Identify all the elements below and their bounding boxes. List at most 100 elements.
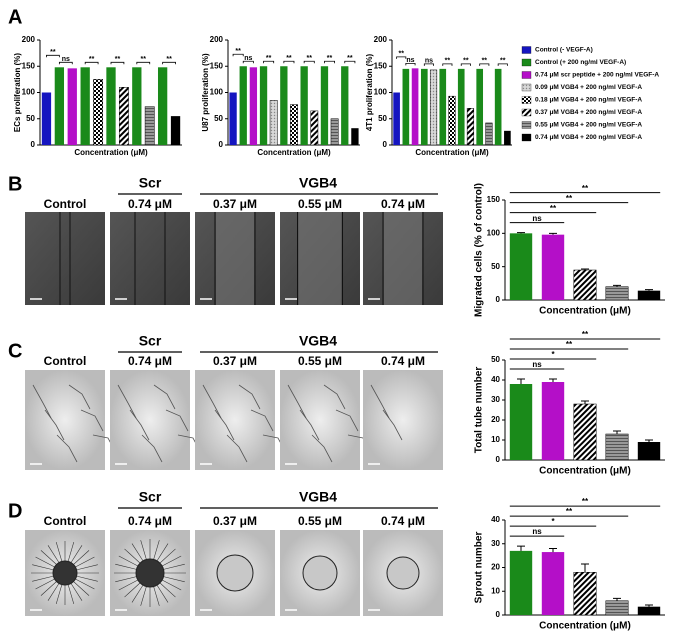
legend-label: 0.55 μM VGB4 + 200 ng/ml VEGF-A xyxy=(535,122,642,129)
y-tick-label: 150 xyxy=(22,61,36,70)
significance-label: ** xyxy=(445,58,451,65)
significance-bracket xyxy=(136,61,151,65)
y-tick-label: 100 xyxy=(487,228,501,237)
significance-bracket xyxy=(423,63,434,66)
micrograph xyxy=(25,212,105,305)
sprout xyxy=(75,556,95,568)
sprout xyxy=(156,543,169,562)
y-axis-label: U87 proliferation (%) xyxy=(201,53,210,132)
error-bar xyxy=(613,284,621,287)
significance-label: ** xyxy=(235,48,241,55)
bar xyxy=(119,87,129,146)
tube xyxy=(214,409,235,441)
tube xyxy=(299,409,320,441)
bar xyxy=(504,130,511,145)
bar xyxy=(637,606,661,615)
significance-label: ** xyxy=(463,58,469,65)
error-bar xyxy=(581,563,589,573)
y-tick-label: 40 xyxy=(491,375,500,384)
tube xyxy=(129,409,150,441)
sprout xyxy=(47,545,60,563)
significance-label: ns xyxy=(244,55,252,62)
bar xyxy=(320,66,329,145)
group-label: VGB4 xyxy=(299,333,337,349)
bar xyxy=(476,68,484,145)
legend-label: 0.74 μM VGB4 + 200 ng/ml VEGF-A xyxy=(535,134,642,141)
significance-bracket xyxy=(162,61,176,65)
panel-label: D xyxy=(8,500,22,522)
significance-bracket xyxy=(442,63,453,66)
tube xyxy=(382,409,403,441)
image-label: Control xyxy=(44,354,87,368)
legend-label: 0.74 μM scr peptide + 200 ng/ml VEGF-A xyxy=(535,72,659,79)
y-tick-label: 50 xyxy=(214,114,223,123)
bar xyxy=(605,433,629,461)
significance-label: ** xyxy=(166,56,172,63)
wound-area xyxy=(216,212,254,305)
sprout xyxy=(67,542,75,562)
significance-label: ** xyxy=(115,56,121,63)
significance-bracket xyxy=(396,56,407,59)
y-tick-label: 200 xyxy=(374,35,388,44)
significance-bracket xyxy=(460,63,471,66)
legend-label: Control (- VEGF-A) xyxy=(535,47,593,54)
error-bar xyxy=(645,289,653,291)
bar xyxy=(509,384,533,460)
sprout xyxy=(73,550,90,565)
bar xyxy=(93,79,103,146)
significance-bracket xyxy=(324,60,336,64)
y-tick-label: 50 xyxy=(378,114,387,123)
significance-label: ** xyxy=(347,55,353,62)
image-label: 0.74 μM xyxy=(128,354,172,368)
image-label: Control xyxy=(44,197,87,211)
y-tick-label: 100 xyxy=(22,88,36,97)
image-label: 0.74 μM xyxy=(381,197,425,211)
bar xyxy=(300,66,308,145)
sprout xyxy=(35,578,55,590)
y-axis-label: Sprout number xyxy=(474,532,485,604)
significance-bracket xyxy=(84,61,99,65)
panel-label: C xyxy=(8,340,22,362)
significance-label: ** xyxy=(566,340,573,349)
y-tick-label: 150 xyxy=(210,61,224,70)
significance-label: ** xyxy=(141,56,147,63)
bar xyxy=(637,442,661,460)
tube xyxy=(80,409,104,432)
tube xyxy=(153,384,176,410)
panel-label: B xyxy=(8,173,22,195)
y-tick-label: 0 xyxy=(31,140,36,149)
legend-swatch xyxy=(521,96,532,104)
y-tick-label: 50 xyxy=(491,262,500,271)
significance-label: ** xyxy=(566,194,573,203)
significance-label: ** xyxy=(266,55,272,62)
bar xyxy=(290,104,298,146)
sprout xyxy=(161,579,182,591)
bar xyxy=(239,66,247,145)
spheroid xyxy=(302,555,338,591)
sprout xyxy=(140,586,147,606)
significance-label: ** xyxy=(50,49,56,56)
y-axis-label: Total tube number xyxy=(474,367,485,454)
image-label: 0.74 μM xyxy=(128,514,172,528)
bar xyxy=(509,550,533,615)
tube xyxy=(250,409,274,432)
sprout xyxy=(73,581,90,596)
significance-label: ** xyxy=(500,58,506,65)
sprout xyxy=(70,583,83,601)
bar xyxy=(280,66,288,145)
tube xyxy=(311,434,333,463)
significance-bracket xyxy=(46,54,60,58)
y-tick-label: 10 xyxy=(491,586,500,595)
y-tick-label: 100 xyxy=(374,88,388,97)
significance-bracket xyxy=(405,62,416,66)
significance-label: ** xyxy=(482,58,488,65)
bar xyxy=(541,382,565,460)
sprout xyxy=(161,555,182,567)
bar xyxy=(341,66,349,145)
y-tick-label: 20 xyxy=(491,563,500,572)
group-label: Scr xyxy=(139,489,162,505)
significance-label: ** xyxy=(399,51,405,58)
significance-bracket xyxy=(58,61,73,65)
error-bar xyxy=(613,597,621,601)
